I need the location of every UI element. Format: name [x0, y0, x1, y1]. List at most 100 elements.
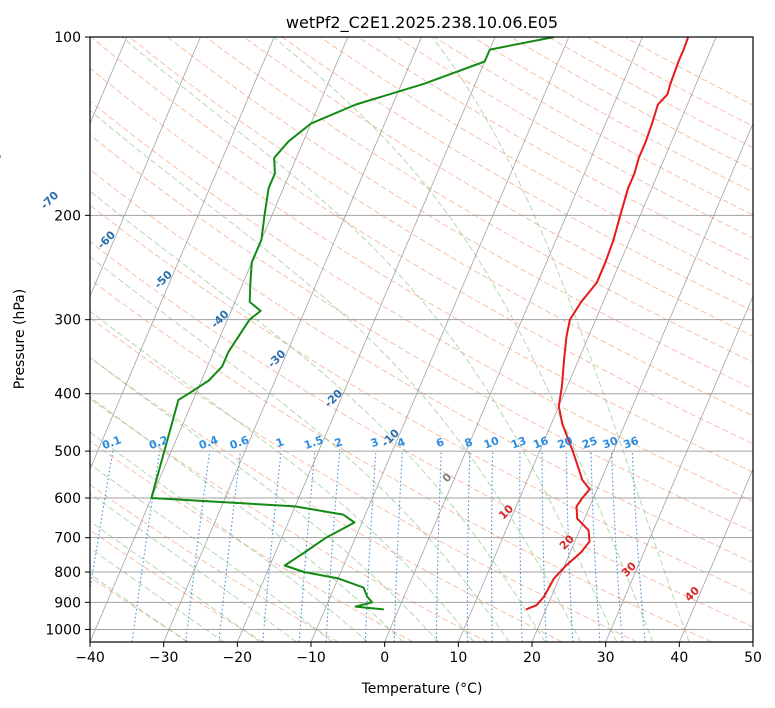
mixing-ratio-label: 36 — [622, 434, 641, 452]
mixing-ratio-label: 3 — [369, 435, 381, 450]
x-tick-label: 10 — [449, 650, 467, 666]
profiles — [150, 37, 690, 611]
moist-adiabat — [121, 37, 618, 642]
dry-adiabat — [90, 134, 753, 533]
dry-adiabat — [434, 37, 753, 216]
dewpoint-profile — [150, 37, 555, 611]
dry-adiabat — [243, 37, 753, 337]
mixing-ratio-label: 6 — [434, 435, 446, 450]
isotherm — [90, 37, 275, 471]
isotherm-label: -50 — [152, 268, 175, 291]
y-tick-label: 500 — [54, 444, 81, 460]
y-tick-label: 1000 — [45, 622, 81, 638]
x-tick-label: −20 — [223, 650, 253, 666]
isotherm-label: -40 — [208, 307, 231, 330]
mixing-ratio-line — [590, 451, 601, 642]
plot-frame — [89, 36, 754, 643]
y-tick-label: 400 — [54, 387, 81, 403]
x-tick-label: 50 — [744, 650, 762, 666]
moist-adiabat — [273, 37, 654, 642]
y-tick-label: 600 — [54, 491, 81, 507]
y-tick-label: 300 — [54, 313, 81, 329]
mixing-ratio-label: 20 — [556, 434, 575, 452]
mixing-ratio-line — [298, 451, 316, 642]
dry-adiabat — [90, 241, 753, 628]
isotherm-label: -80 — [0, 149, 5, 172]
mixing-ratio-label: 1 — [274, 435, 286, 450]
moist-adiabat — [90, 190, 546, 642]
x-tick-label: 40 — [670, 650, 688, 666]
dry-adiabat — [90, 168, 753, 564]
mixing-ratio-line — [435, 451, 442, 642]
x-tick-label: −30 — [149, 650, 179, 666]
x-tick-label: −10 — [296, 650, 326, 666]
mixing-ratio-line — [490, 451, 494, 642]
dry-adiabat — [90, 278, 712, 642]
axis-ticks: −40 −30 −20 −10 0 10 20 30 40 5010020030040050060… — [45, 30, 762, 666]
x-tick-label: −40 — [75, 650, 105, 666]
isotherm-label: 40 — [682, 584, 702, 604]
mixing-ratio-label: 0.6 — [228, 433, 251, 452]
mixing-ratio-line — [185, 451, 211, 642]
isotherm — [531, 122, 753, 642]
moist-adiabat — [90, 520, 261, 642]
isotherm — [678, 468, 753, 642]
dry-adiabat — [586, 37, 753, 127]
moist-adiabat — [90, 310, 475, 642]
isotherm — [236, 37, 496, 642]
mixing-ratio-label: 10 — [482, 434, 501, 452]
dry-adiabat — [90, 440, 414, 642]
dry-adiabat — [129, 37, 753, 417]
mixing-ratio-line — [262, 451, 282, 642]
x-tick-label: 30 — [597, 650, 615, 666]
mixing-ratio-label: 0.1 — [100, 433, 123, 452]
moist-adiabat — [90, 109, 582, 642]
mixing-ratio-line — [519, 451, 523, 642]
mixing-ratio-label: 13 — [509, 434, 528, 451]
moist-adiabat — [90, 431, 369, 642]
dry-adiabat — [205, 37, 753, 363]
mixing-ratio-line — [90, 450, 114, 594]
mixing-ratio-label: 4 — [395, 435, 407, 450]
isotherm — [163, 37, 422, 642]
dry-adiabat — [90, 317, 638, 642]
moist-adiabat — [90, 256, 510, 642]
y-tick-label: 100 — [54, 30, 81, 46]
isotherm — [90, 37, 201, 298]
dry-adiabat — [90, 204, 753, 595]
moist-adiabat — [90, 396, 404, 642]
moist-adiabat — [90, 547, 225, 642]
dry-adiabat — [90, 576, 190, 642]
isotherm — [310, 37, 570, 642]
dry-adiabat — [90, 484, 339, 642]
dry-adiabat — [90, 397, 488, 642]
mixing-ratio-label: 2 — [333, 435, 345, 450]
y-tick-label: 700 — [54, 531, 81, 547]
isotherm — [605, 295, 753, 642]
temperature-profile — [525, 37, 690, 611]
dry-adiabat — [90, 356, 563, 642]
isotherm-label: 30 — [619, 559, 639, 579]
isotherm-label: 10 — [496, 502, 516, 522]
mixing-ratio-line — [466, 451, 471, 642]
x-tick-label: 20 — [523, 650, 541, 666]
isotherm — [457, 37, 717, 642]
dry-adiabat — [281, 37, 753, 312]
background-lines — [90, 37, 753, 642]
moist-adiabat — [90, 573, 188, 642]
y-tick-label: 900 — [54, 595, 81, 611]
chart-title: wetPf2_C2E1.2025.238.10.06.E05 — [286, 13, 558, 33]
isotherm — [384, 37, 643, 642]
mixing-ratio-label: 30 — [601, 434, 620, 452]
mixing-ratio-label: 1.5 — [302, 433, 325, 452]
mixing-ratio-label: 0.2 — [147, 433, 170, 452]
isotherm — [752, 640, 753, 642]
mixing-ratio-line — [364, 451, 377, 642]
mixing-ratio-label: 0.4 — [197, 433, 220, 452]
moist-adiabat — [90, 492, 297, 642]
mixing-ratio-label: 25 — [580, 434, 599, 451]
dry-adiabat — [510, 37, 753, 171]
mixing-ratio-label: 8 — [463, 435, 475, 450]
isotherm-label: -30 — [265, 347, 288, 370]
